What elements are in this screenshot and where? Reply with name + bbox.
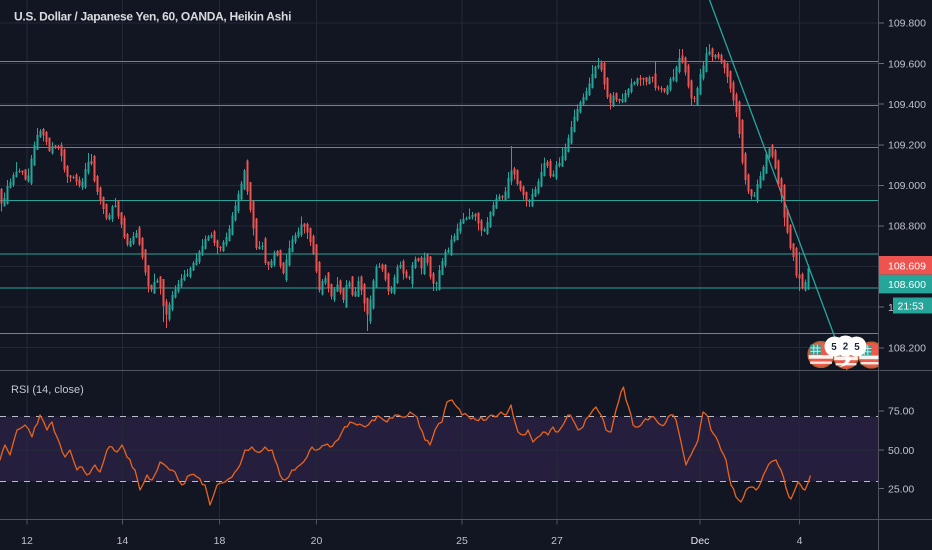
svg-text:27: 27 <box>551 535 563 547</box>
svg-text:5: 5 <box>831 342 837 353</box>
svg-text:14: 14 <box>117 535 129 547</box>
svg-text:109.600: 109.600 <box>888 58 926 70</box>
svg-text:U.S. Dollar / Japanese Yen, 60: U.S. Dollar / Japanese Yen, 60, OANDA, H… <box>14 10 291 24</box>
svg-text:108.609: 108.609 <box>888 261 926 273</box>
svg-text:109.000: 109.000 <box>888 180 926 192</box>
svg-text:25.00: 25.00 <box>888 483 914 495</box>
svg-text:12: 12 <box>21 535 33 547</box>
svg-text:108.200: 108.200 <box>888 343 926 355</box>
svg-text:2: 2 <box>843 342 849 353</box>
svg-text:RSI (14, close): RSI (14, close) <box>11 384 84 396</box>
svg-text:18: 18 <box>214 535 226 547</box>
svg-text:25: 25 <box>456 535 468 547</box>
svg-text:Dec: Dec <box>691 535 710 547</box>
svg-text:109.400: 109.400 <box>888 99 926 111</box>
svg-text:50.00: 50.00 <box>888 445 914 457</box>
svg-text:108.600: 108.600 <box>888 279 926 291</box>
svg-text:109.200: 109.200 <box>888 140 926 152</box>
svg-text:75.00: 75.00 <box>888 406 914 418</box>
svg-text:20: 20 <box>311 535 323 547</box>
svg-text:5: 5 <box>854 342 860 353</box>
svg-text:21:53: 21:53 <box>898 301 924 313</box>
svg-text:109.800: 109.800 <box>888 18 926 30</box>
svg-text:4: 4 <box>797 535 803 547</box>
svg-text:108.800: 108.800 <box>888 221 926 233</box>
